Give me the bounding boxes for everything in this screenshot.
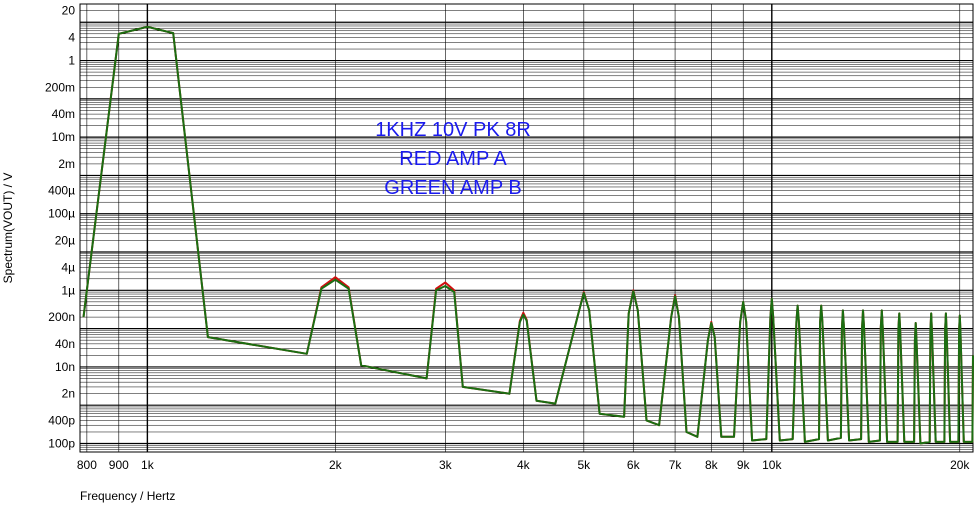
x-tick-labels: 800 900 1k 2k 3k 4k 5k 6k 7k 8k 9k 10k 20k [77, 458, 971, 472]
y-tick-label: 2m [58, 157, 75, 171]
y-tick-label: 200n [48, 310, 75, 324]
y-tick-label: 20 [62, 4, 76, 18]
x-tick-label: 800 [77, 458, 97, 472]
y-tick-label: 10n [55, 360, 75, 374]
x-tick-label: 6k [627, 458, 641, 472]
x-tick-label: 20k [950, 458, 970, 472]
y-tick-label: 100µ [48, 207, 75, 221]
y-tick-label: 10m [52, 130, 75, 144]
y-tick-label: 2n [62, 387, 75, 401]
y-tick-label: 400p [48, 413, 75, 427]
y-tick-label: 40m [52, 107, 75, 121]
y-tick-label: 1 [68, 54, 75, 68]
x-tick-label: 10k [762, 458, 782, 472]
annotation-line-3: GREEN AMP B [384, 177, 521, 199]
x-tick-label: 9k [737, 458, 751, 472]
plot-area-frame [79, 3, 974, 453]
x-tick-label: 3k [439, 458, 453, 472]
y-tick-label: 200m [45, 80, 75, 94]
x-axis-title: Frequency / Hertz [80, 489, 175, 503]
y-tick-label: 40n [55, 337, 75, 351]
y-tick-labels: 20 4 1 200m 40m 10m 2m 400µ 100µ 20µ 4µ 1µ 200n 40n 10… [45, 4, 75, 451]
x-tick-label: 7k [669, 458, 683, 472]
annotations: 1KHZ 10V PK 8R RED AMP A GREEN AMP B [375, 119, 531, 199]
y-tick-label: 1µ [61, 283, 75, 297]
x-tick-label: 1k [141, 458, 155, 472]
annotation-line-1: 1KHZ 10V PK 8R [375, 119, 531, 141]
x-tick-label: 2k [329, 458, 343, 472]
x-tick-label: 5k [577, 458, 591, 472]
x-tick-label: 900 [109, 458, 129, 472]
y-tick-label: 20µ [55, 234, 75, 248]
series-line-2 [82, 25, 974, 445]
y-tick-label: 4µ [61, 260, 75, 274]
y-axis-title: Spectrum(VOUT) / V [1, 173, 15, 284]
y-tick-label: 100p [48, 437, 75, 451]
annotation-line-2: RED AMP A [399, 148, 507, 170]
series-lines [82, 25, 974, 445]
x-tick-label: 8k [705, 458, 719, 472]
x-tick-label: 4k [517, 458, 531, 472]
y-tick-label: 400µ [48, 184, 75, 198]
y-tick-label: 4 [68, 31, 75, 45]
